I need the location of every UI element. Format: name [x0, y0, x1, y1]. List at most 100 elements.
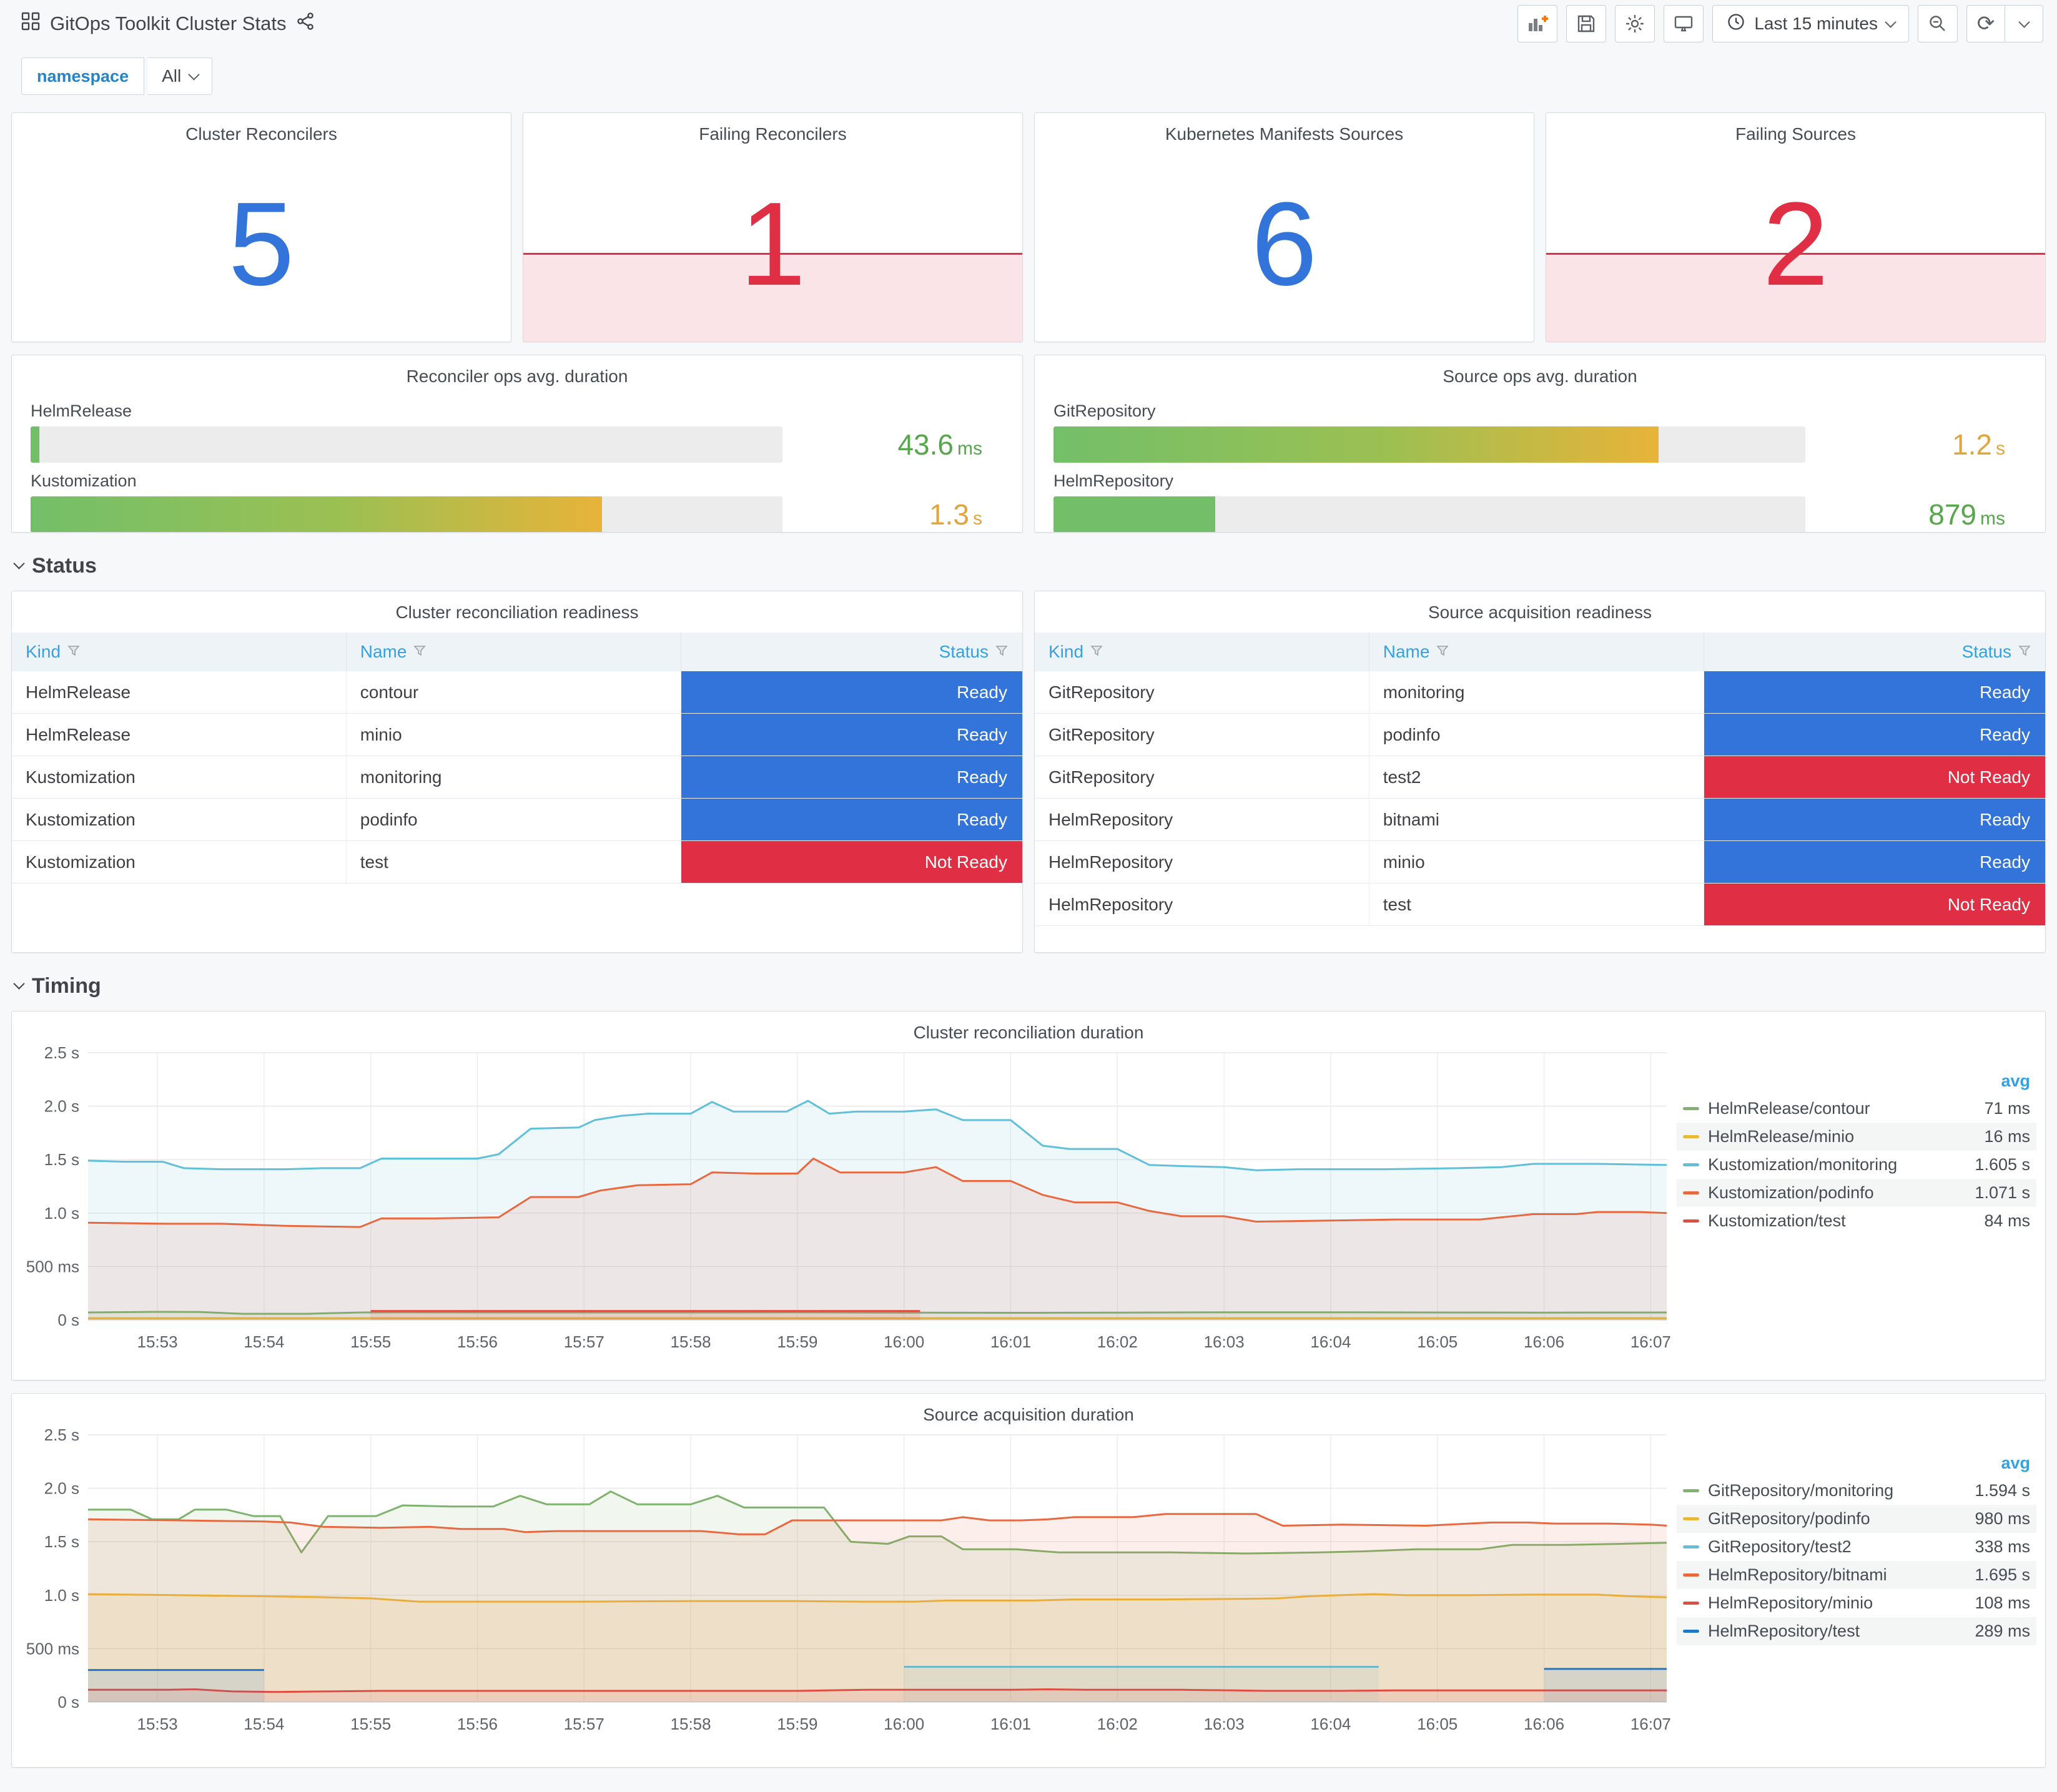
legend-swatch — [1683, 1219, 1699, 1223]
svg-text:16:04: 16:04 — [1310, 1715, 1351, 1733]
legend-item[interactable]: HelmRepository/test 289 ms — [1677, 1617, 2036, 1645]
panel-cluster-reconciliation-duration[interactable]: Cluster reconciliation duration 0 s 500 m… — [11, 1011, 2046, 1381]
chevron-down-icon — [13, 558, 25, 569]
legend-series-name[interactable]: HelmRepository/minio — [1708, 1593, 1873, 1612]
legend-item[interactable]: Kustomization/test 84 ms — [1677, 1207, 2036, 1235]
dashboard-settings-button[interactable] — [1615, 5, 1655, 42]
gauge-track — [1053, 496, 1805, 532]
svg-text:15:59: 15:59 — [777, 1715, 817, 1733]
chart-plot-area[interactable]: 0 s 500 ms 1.0 s 1.5 s 2.0 s 2.5 s 15:53 15:54 1… — [12, 1043, 1673, 1360]
column-header-name[interactable]: Name — [347, 633, 681, 671]
svg-text:15:55: 15:55 — [350, 1332, 391, 1351]
legend-item[interactable]: GitRepository/monitoring 1.594 s — [1677, 1477, 2036, 1505]
panel-failing-sources[interactable]: Failing Sources 2 — [1546, 112, 2046, 342]
svg-text:16:03: 16:03 — [1204, 1332, 1245, 1351]
gauge-track — [31, 496, 782, 532]
cell-name: minio — [347, 714, 681, 756]
namespace-variable-select[interactable]: All — [148, 57, 213, 95]
section-title: Status — [32, 554, 97, 578]
legend-avg-header[interactable]: avg — [2001, 1071, 2030, 1090]
legend-series-name[interactable]: Kustomization/podinfo — [1708, 1183, 1874, 1202]
svg-text:16:00: 16:00 — [884, 1332, 924, 1351]
legend-item[interactable]: HelmRepository/minio 108 ms — [1677, 1589, 2036, 1617]
section-row-status[interactable]: Status — [13, 554, 2046, 578]
filter-icon[interactable] — [2018, 642, 2031, 662]
column-header-kind[interactable]: Kind — [1035, 633, 1369, 671]
filter-icon[interactable] — [995, 642, 1009, 662]
cell-kind: HelmRepository — [1035, 841, 1369, 883]
gauge-value: 43.6 ms — [897, 428, 982, 461]
legend-item[interactable]: HelmRepository/bitnami 1.695 s — [1677, 1561, 2036, 1589]
panel-source-acquisition-duration[interactable]: Source acquisition duration 0 s 500 ms 1.0… — [11, 1393, 2046, 1768]
legend-item[interactable]: GitRepository/test2 338 ms — [1677, 1533, 2036, 1561]
column-header-status[interactable]: Status — [681, 633, 1022, 671]
table-row: Kustomization podinfo Ready — [12, 799, 1022, 841]
gauge-rows: HelmRelease 43.6 ms Kustomization 1.3 s — [12, 386, 1022, 532]
cell-name: minio — [1369, 841, 1704, 883]
refresh-button[interactable]: ⟳ — [1976, 12, 1995, 36]
gauge-row: Kustomization 1.3 s — [31, 471, 1004, 532]
legend-series-name[interactable]: GitRepository/monitoring — [1708, 1481, 1894, 1500]
page-title: GitOps Toolkit Cluster Stats — [50, 12, 287, 34]
add-panel-button[interactable] — [1517, 5, 1558, 42]
save-dashboard-button[interactable] — [1566, 5, 1607, 42]
legend-item[interactable]: HelmRelease/contour 71 ms — [1677, 1095, 2036, 1123]
svg-text:15:58: 15:58 — [671, 1715, 711, 1733]
legend-series-name[interactable]: HelmRepository/test — [1708, 1622, 1860, 1640]
filter-icon[interactable] — [67, 642, 81, 662]
legend-series-name[interactable]: Kustomization/monitoring — [1708, 1155, 1898, 1174]
legend-series-name[interactable]: HelmRelease/minio — [1708, 1127, 1855, 1146]
section-row-timing[interactable]: Timing — [13, 974, 2046, 998]
share-icon[interactable] — [296, 12, 315, 36]
filter-icon[interactable] — [1436, 642, 1449, 662]
column-header-status[interactable]: Status — [1704, 633, 2045, 671]
cell-name: test2 — [1369, 756, 1704, 798]
legend-avg-value: 1.071 s — [1975, 1183, 2030, 1202]
legend-item[interactable]: Kustomization/podinfo 1.071 s — [1677, 1179, 2036, 1207]
table-row: HelmRelease contour Ready — [12, 671, 1022, 714]
filter-icon[interactable] — [1090, 642, 1103, 662]
filter-icon[interactable] — [413, 642, 427, 662]
legend-item[interactable]: HelmRelease/minio 16 ms — [1677, 1123, 2036, 1151]
status-badge: Ready — [681, 756, 1022, 798]
panel-failing-reconcilers[interactable]: Failing Reconcilers 1 — [523, 112, 1023, 342]
legend-series-name[interactable]: Kustomization/test — [1708, 1211, 1846, 1230]
column-label: Status — [939, 642, 989, 661]
gauge-track — [31, 426, 782, 463]
column-header-name[interactable]: Name — [1369, 633, 1704, 671]
gauge-label: HelmRelease — [31, 401, 132, 420]
legend-avg-value: 1.594 s — [1975, 1481, 2030, 1500]
legend-series-name[interactable]: GitRepository/test2 — [1708, 1537, 1852, 1556]
table-row: HelmRepository bitnami Ready — [1035, 799, 2045, 841]
panel-manifests-sources[interactable]: Kubernetes Manifests Sources 6 — [1034, 112, 1534, 342]
panel-reconciler-ops-duration[interactable]: Reconciler ops avg. duration HelmRelease… — [11, 355, 1023, 533]
dashboard-title-group: GitOps Toolkit Cluster Stats — [21, 12, 315, 36]
cell-kind: HelmRepository — [1035, 799, 1369, 840]
panel-cluster-reconciliation-readiness[interactable]: Cluster reconciliation readiness Kind Nam… — [11, 591, 1023, 953]
alert-sparkline — [523, 252, 1022, 342]
time-range-picker[interactable]: Last 15 minutes — [1712, 5, 1909, 42]
cell-kind: GitRepository — [1035, 671, 1369, 713]
svg-text:15:56: 15:56 — [457, 1715, 498, 1733]
dashboard-header: GitOps Toolkit Cluster Stats — [11, 0, 2046, 44]
panel-source-acquisition-readiness[interactable]: Source acquisition readiness Kind Name Sta… — [1034, 591, 2046, 953]
legend-item[interactable]: Kustomization/monitoring 1.605 s — [1677, 1151, 2036, 1179]
status-badge: Ready — [1704, 671, 2045, 713]
legend-series-name[interactable]: GitRepository/podinfo — [1708, 1509, 1870, 1528]
dashboard-grid-icon — [21, 12, 40, 36]
chart-plot-area[interactable]: 0 s 500 ms 1.0 s 1.5 s 2.0 s 2.5 s 15:53 15:54 1… — [12, 1425, 1673, 1742]
legend-avg-header[interactable]: avg — [2001, 1454, 2030, 1472]
refresh-interval-dropdown[interactable] — [2005, 6, 2043, 42]
panel-source-ops-duration[interactable]: Source ops avg. duration GitRepository 1.… — [1034, 355, 2046, 533]
column-header-kind[interactable]: Kind — [12, 633, 347, 671]
table-row: HelmRepository test Not Ready — [1035, 884, 2045, 926]
stat-value: 1 — [739, 178, 806, 310]
legend-series-name[interactable]: HelmRepository/bitnami — [1708, 1565, 1887, 1584]
legend-item[interactable]: GitRepository/podinfo 980 ms — [1677, 1505, 2036, 1533]
zoom-out-button[interactable] — [1918, 5, 1958, 42]
legend-series-name[interactable]: HelmRelease/contour — [1708, 1099, 1870, 1118]
panel-cluster-reconcilers[interactable]: Cluster Reconcilers 5 — [11, 112, 511, 342]
cycle-view-mode-button[interactable] — [1664, 5, 1704, 42]
status-badge: Not Ready — [681, 841, 1022, 883]
stat-value: 5 — [228, 178, 295, 310]
